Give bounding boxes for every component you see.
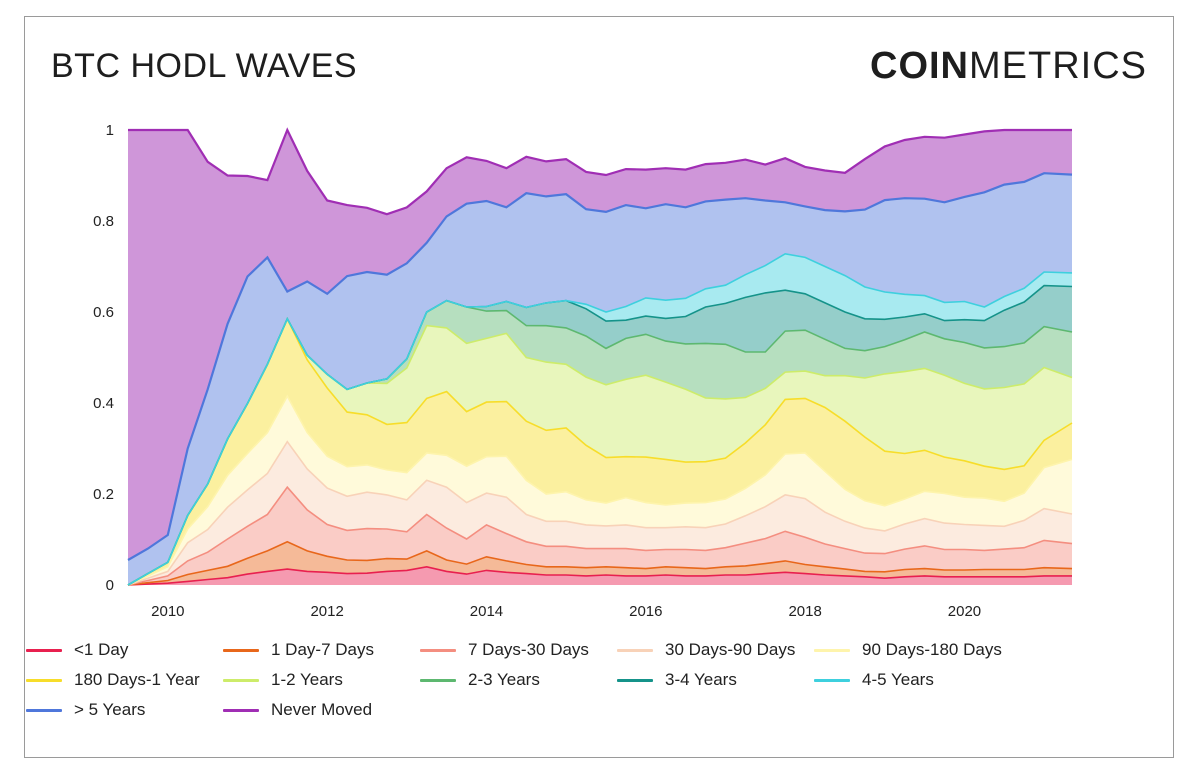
legend-item-7-days-30-days[interactable]: 7 Days-30 Days — [420, 640, 589, 660]
area-30-days-90-days — [128, 441, 1072, 585]
chart-title: BTC HODL WAVES — [51, 47, 358, 85]
line-5-years — [127, 172, 1073, 561]
legend-swatch — [617, 648, 653, 652]
y-tick-label: 1 — [106, 122, 114, 139]
line-never-moved — [128, 127, 1072, 216]
legend-swatch — [617, 678, 653, 682]
legend-item-1-day-7-days[interactable]: 1 Day-7 Days — [223, 640, 374, 660]
logo-light-text: METRICS — [969, 45, 1147, 87]
legend-swatch — [814, 678, 850, 682]
series-lines — [127, 127, 1073, 586]
x-tick-label: 2018 — [788, 603, 821, 620]
legend-item-2-3-years[interactable]: 2-3 Years — [420, 670, 540, 690]
legend-item-90-days-180-days[interactable]: 90 Days-180 Days — [814, 640, 1002, 660]
legend-item-never-moved[interactable]: Never Moved — [223, 700, 372, 720]
legend-label: 4-5 Years — [862, 670, 934, 689]
legend-label: 30 Days-90 Days — [665, 640, 796, 659]
legend-swatch — [420, 648, 456, 652]
legend-swatch — [26, 678, 62, 682]
legend-label: > 5 Years — [74, 700, 146, 719]
line-7-days-30-days — [127, 485, 1073, 586]
legend-item-180-days-1-year[interactable]: 180 Days-1 Year — [26, 670, 200, 690]
legend-label: 90 Days-180 Days — [862, 640, 1002, 659]
area-1-2-years — [128, 318, 1072, 585]
y-tick-label: 0.2 — [93, 486, 114, 503]
legend-item-30-days-90-days[interactable]: 30 Days-90 Days — [617, 640, 795, 660]
y-tick-label: 0.4 — [93, 395, 114, 412]
x-tick-label: 2012 — [310, 603, 343, 620]
legend-label: 180 Days-1 Year — [74, 670, 200, 689]
area-2-3-years — [128, 300, 1072, 585]
legend-swatch — [223, 678, 259, 682]
line-30-days-90-days — [127, 440, 1073, 586]
line-1-day-7-days — [127, 540, 1073, 586]
x-tick-label: 2014 — [470, 603, 503, 620]
y-axis-ticks: 0 0.2 0.4 0.6 0.8 1 — [93, 122, 114, 594]
y-tick-label: 0 — [106, 577, 114, 594]
logo-bold-text: COIN — [870, 45, 969, 87]
x-tick-label: 2020 — [948, 603, 981, 620]
line-90-days-180-days — [127, 394, 1073, 586]
line-4-5-years — [127, 252, 1073, 586]
x-tick-label: 2010 — [151, 603, 184, 620]
legend-label: 2-3 Years — [468, 670, 540, 689]
y-tick-label: 0.6 — [93, 304, 114, 321]
legend-label: 3-4 Years — [665, 670, 737, 689]
coinmetrics-logo: COINMETRICS — [870, 45, 1147, 88]
area-5-years — [128, 173, 1072, 585]
legend-swatch — [223, 708, 259, 712]
legend-item-4-5-years[interactable]: 4-5 Years — [814, 670, 934, 690]
y-tick-label: 0.8 — [93, 213, 114, 230]
legend-item-5-years[interactable]: > 5 Years — [26, 700, 145, 720]
x-tick-label: 2016 — [629, 603, 662, 620]
legend-label: 1-2 Years — [271, 670, 343, 689]
x-axis-ticks: 2010 2012 2014 2016 2018 2020 — [151, 603, 981, 620]
legend-swatch — [814, 648, 850, 652]
legend-label: <1 Day — [74, 640, 129, 659]
area-never-moved — [128, 130, 1072, 560]
legend-swatch — [420, 678, 456, 682]
legend-label: Never Moved — [271, 700, 373, 719]
legend-item-1-2-years[interactable]: 1-2 Years — [223, 670, 343, 690]
legend-swatch — [26, 708, 62, 712]
area-180-days-1-year — [128, 318, 1072, 585]
legend-swatch — [223, 648, 259, 652]
legend-label: 7 Days-30 Days — [468, 640, 589, 659]
legend-label: 1 Day-7 Days — [271, 640, 374, 659]
area-7-days-30-days — [128, 487, 1072, 585]
legend-swatch — [26, 648, 62, 652]
legend-item-1-day[interactable]: <1 Day — [26, 640, 128, 660]
area-1-day-7-days — [128, 541, 1072, 585]
line-1-day — [127, 565, 1072, 586]
legend-item-3-4-years[interactable]: 3-4 Years — [617, 670, 737, 690]
